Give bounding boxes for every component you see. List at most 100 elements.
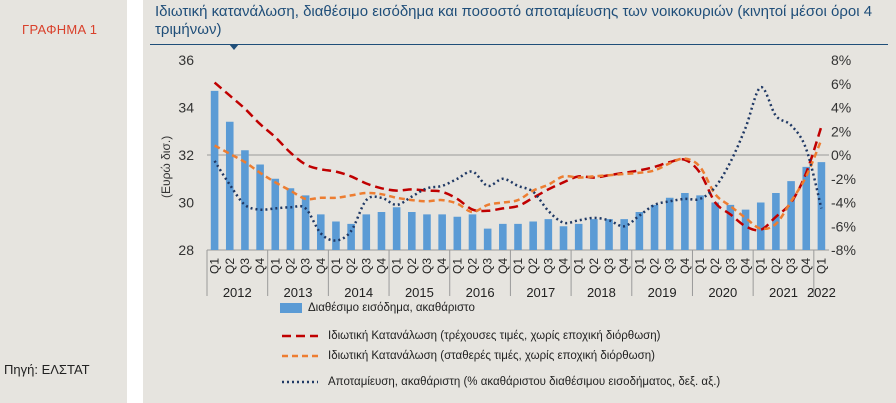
bar-income bbox=[711, 202, 720, 250]
x-quarter-label: Q1 bbox=[754, 258, 768, 274]
bar-income bbox=[347, 223, 355, 250]
x-quarter-label: Q3 bbox=[541, 258, 555, 274]
bar-income bbox=[514, 223, 522, 250]
bar-income bbox=[392, 207, 401, 250]
x-year-label: 2014 bbox=[344, 285, 373, 300]
left-panel bbox=[0, 0, 127, 403]
bar-income bbox=[241, 150, 249, 250]
y-right-tick-label: 0% bbox=[831, 147, 851, 163]
x-quarter-label: Q3 bbox=[238, 258, 252, 274]
x-quarter-label: Q4 bbox=[617, 258, 631, 274]
bar-income bbox=[559, 226, 568, 250]
bar-income bbox=[225, 121, 234, 250]
x-quarter-label: Q1 bbox=[329, 258, 343, 274]
x-quarter-label: Q4 bbox=[557, 258, 571, 274]
chart: 28 30 32 34 36 -8% -6% -4% -2% 0% 2% 4% 6% 8% (Ευρώ δι… bbox=[159, 52, 856, 300]
x-year-label: 2013 bbox=[284, 285, 313, 300]
bar-income bbox=[483, 228, 492, 250]
bar-income bbox=[286, 188, 295, 250]
y-right-tick-label: -4% bbox=[831, 195, 856, 211]
x-quarter-label: Q4 bbox=[435, 258, 449, 274]
x-quarter-label: Q2 bbox=[648, 258, 662, 274]
bar-income bbox=[787, 181, 795, 250]
y-right-tick-label: -8% bbox=[831, 242, 856, 258]
bar-income bbox=[529, 221, 537, 250]
bar-income bbox=[726, 204, 735, 250]
y-right-tick-label: 4% bbox=[831, 100, 851, 116]
x-quarter-label: Q1 bbox=[268, 258, 282, 274]
bar-income bbox=[271, 178, 280, 250]
x-year-label: 2016 bbox=[466, 285, 495, 300]
legend-swatch-real bbox=[282, 354, 318, 358]
bar-income bbox=[802, 166, 811, 250]
bar-income bbox=[620, 219, 628, 250]
bar-income bbox=[574, 223, 583, 250]
x-quarter-label: Q2 bbox=[587, 258, 601, 274]
line-saving-rate bbox=[213, 86, 823, 242]
line-consumption-real bbox=[213, 139, 823, 231]
x-quarter-label: Q4 bbox=[678, 258, 692, 274]
bar-income bbox=[590, 219, 598, 250]
legend-swatch-nominal bbox=[282, 334, 318, 338]
x-quarter-label: Q3 bbox=[420, 258, 434, 274]
bar-income bbox=[772, 193, 780, 250]
bar-income bbox=[635, 212, 644, 250]
y-right-tick-label: -6% bbox=[831, 218, 856, 234]
bar-income bbox=[650, 204, 659, 250]
bar-income bbox=[301, 195, 310, 250]
bar-income bbox=[256, 164, 264, 250]
chart-panel bbox=[143, 0, 896, 403]
bar-income bbox=[453, 216, 462, 250]
y-left-tick-label: 30 bbox=[178, 195, 194, 211]
x-quarter-label: Q4 bbox=[375, 258, 389, 274]
y-left-tick-label: 36 bbox=[178, 52, 194, 68]
x-quarter-label: Q1 bbox=[450, 258, 464, 274]
bar-income bbox=[665, 197, 674, 250]
x-quarter-label: Q4 bbox=[314, 258, 328, 274]
x-quarter-label: Q1 bbox=[208, 258, 222, 274]
legend-label-nominal: Ιδιωτική Κατανάλωση (τρέχουσες τιμές, χω… bbox=[328, 330, 661, 342]
legend-label-income: Διαθέσιμο εισόδημα, ακαθάριστο bbox=[308, 302, 475, 314]
x-quarter-label: Q2 bbox=[405, 258, 419, 274]
y-right-tick-label: 8% bbox=[831, 52, 851, 68]
title-rule bbox=[150, 44, 888, 45]
x-quarter-label: Q4 bbox=[496, 258, 510, 274]
bar-income bbox=[408, 212, 416, 250]
x-year-label: 2021 bbox=[769, 285, 798, 300]
bar-income bbox=[377, 212, 386, 250]
legend-label-real: Ιδιωτική Κατανάλωση (σταθερές τιμές, χωρ… bbox=[328, 350, 655, 362]
bar-income bbox=[210, 90, 219, 250]
x-quarter-label: Q2 bbox=[526, 258, 540, 274]
y-right-tick-label: 6% bbox=[831, 76, 851, 92]
x-quarter-label: Q2 bbox=[466, 258, 480, 274]
bar-income bbox=[438, 214, 446, 250]
x-quarter-label: Q1 bbox=[632, 258, 646, 274]
bar-income bbox=[817, 162, 826, 250]
bar-income bbox=[544, 219, 553, 250]
bar-income bbox=[741, 209, 750, 250]
bar-income bbox=[332, 221, 340, 250]
x-quarter-label: Q3 bbox=[663, 258, 677, 274]
figure-label: ΓΡΑΦΗΜΑ 1 bbox=[22, 22, 98, 37]
x-year-label: 2019 bbox=[648, 285, 677, 300]
x-quarter-label: Q4 bbox=[253, 258, 267, 274]
y-left-tick-label: 28 bbox=[178, 242, 194, 258]
y-left-tick-label: 32 bbox=[178, 147, 194, 163]
x-year-label: 2017 bbox=[526, 285, 555, 300]
x-quarter-label: Q2 bbox=[344, 258, 358, 274]
x-quarter-label: Q1 bbox=[511, 258, 525, 274]
source-note: Πηγή: ΕΛΣΤΑΤ bbox=[4, 362, 90, 377]
x-quarter-label: Q2 bbox=[223, 258, 237, 274]
legend-swatch-saving bbox=[282, 380, 318, 384]
legend-swatch-income bbox=[280, 303, 302, 313]
bar-income bbox=[468, 214, 477, 250]
x-quarter-label: Q2 bbox=[708, 258, 722, 274]
title-pointer bbox=[229, 44, 239, 50]
bar-income bbox=[605, 219, 613, 250]
y-left-tick-label: 34 bbox=[178, 100, 194, 116]
bar-income bbox=[499, 223, 507, 250]
x-quarter-label: Q3 bbox=[602, 258, 616, 274]
y-right-tick-label: 2% bbox=[831, 123, 851, 139]
bar-income bbox=[316, 214, 325, 250]
bar-income bbox=[362, 214, 371, 250]
